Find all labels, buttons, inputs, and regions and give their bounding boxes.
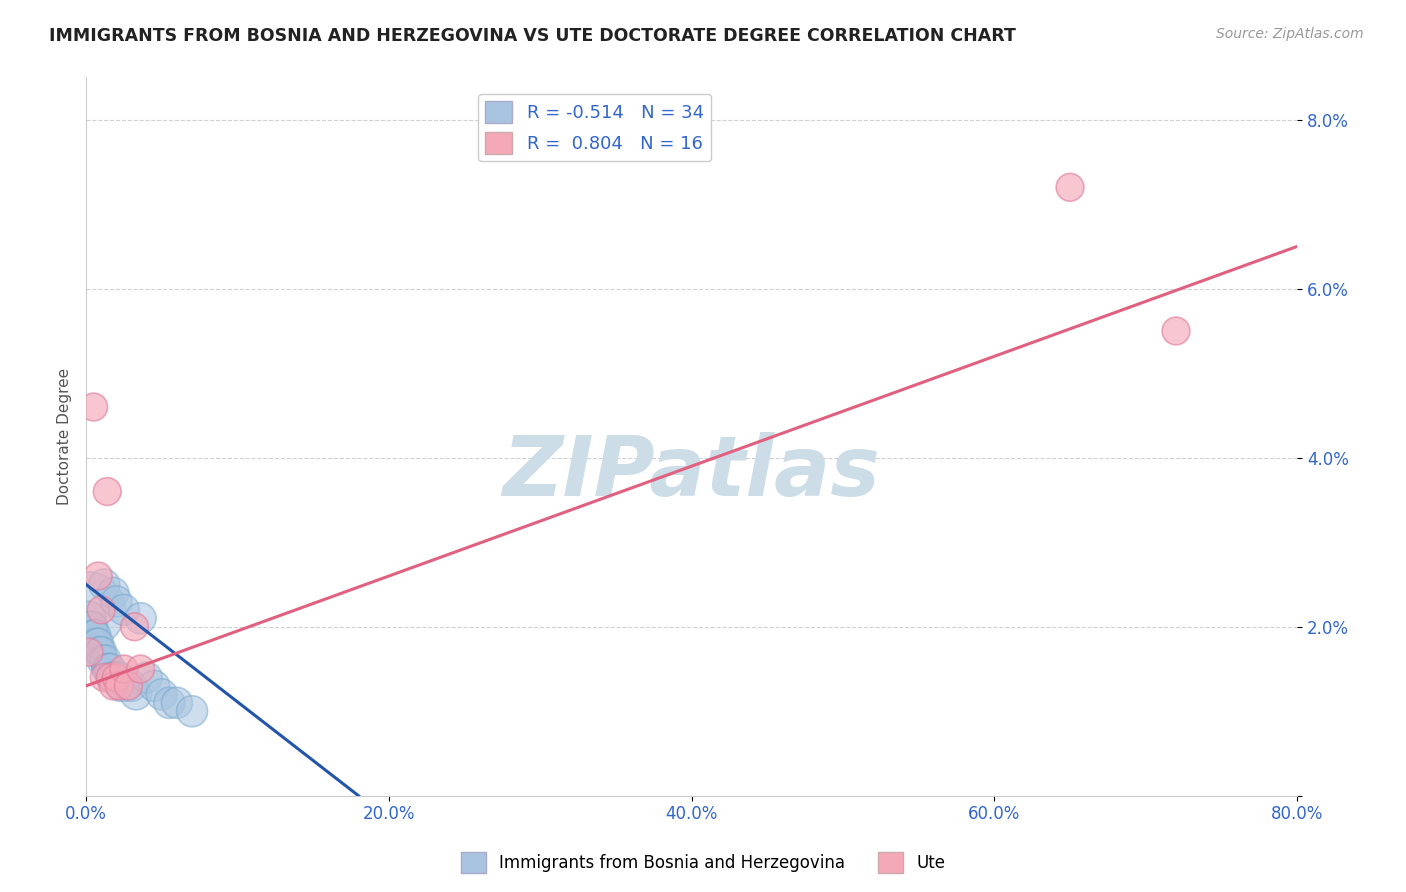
- Point: [89, 645, 111, 659]
- Point: [181, 704, 204, 718]
- Point: [103, 586, 125, 600]
- Point: [91, 654, 114, 668]
- Point: [104, 670, 127, 684]
- Point: [107, 670, 129, 684]
- Point: [82, 620, 104, 634]
- Point: [98, 662, 121, 676]
- Point: [94, 654, 117, 668]
- Point: [115, 679, 138, 693]
- Point: [96, 662, 118, 676]
- Legend: Immigrants from Bosnia and Herzegovina, Ute: Immigrants from Bosnia and Herzegovina, …: [454, 846, 952, 880]
- Point: [103, 679, 125, 693]
- Point: [77, 645, 100, 659]
- Point: [157, 696, 180, 710]
- Point: [108, 679, 131, 693]
- Point: [93, 670, 115, 684]
- Point: [110, 679, 132, 693]
- Point: [143, 679, 166, 693]
- Point: [150, 687, 173, 701]
- Point: [93, 577, 115, 591]
- Point: [86, 637, 108, 651]
- Point: [124, 620, 146, 634]
- Point: [97, 662, 120, 676]
- Point: [98, 670, 121, 684]
- Point: [129, 662, 152, 676]
- Point: [87, 569, 110, 583]
- Point: [117, 679, 139, 693]
- Point: [76, 603, 98, 617]
- Point: [166, 696, 188, 710]
- Point: [125, 687, 148, 701]
- Point: [87, 637, 110, 651]
- Point: [1164, 324, 1187, 338]
- Point: [83, 628, 105, 642]
- Text: ZIPatlas: ZIPatlas: [503, 432, 880, 513]
- Point: [121, 679, 143, 693]
- Y-axis label: Doctorate Degree: Doctorate Degree: [58, 368, 72, 505]
- Point: [105, 670, 128, 684]
- Legend: R = -0.514   N = 34, R =  0.804   N = 16: R = -0.514 N = 34, R = 0.804 N = 16: [478, 94, 711, 161]
- Point: [79, 620, 101, 634]
- Point: [90, 645, 112, 659]
- Point: [112, 603, 135, 617]
- Point: [96, 484, 118, 499]
- Point: [108, 670, 131, 684]
- Point: [105, 594, 128, 608]
- Text: IMMIGRANTS FROM BOSNIA AND HERZEGOVINA VS UTE DOCTORATE DEGREE CORRELATION CHART: IMMIGRANTS FROM BOSNIA AND HERZEGOVINA V…: [49, 27, 1017, 45]
- Point: [90, 603, 112, 617]
- Point: [77, 611, 100, 625]
- Point: [135, 670, 157, 684]
- Point: [101, 670, 124, 684]
- Point: [129, 611, 152, 625]
- Point: [84, 628, 107, 642]
- Point: [1059, 180, 1081, 194]
- Text: Source: ZipAtlas.com: Source: ZipAtlas.com: [1216, 27, 1364, 41]
- Point: [112, 662, 135, 676]
- Point: [83, 400, 105, 414]
